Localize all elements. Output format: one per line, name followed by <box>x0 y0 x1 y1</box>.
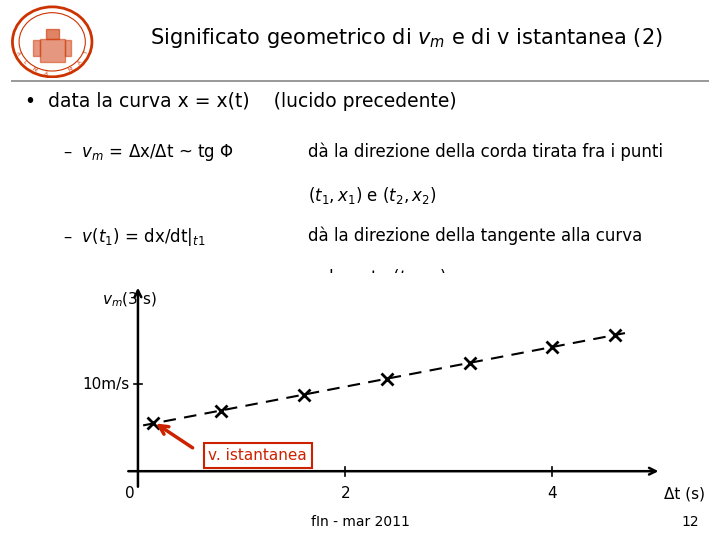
Text: A: A <box>44 71 48 76</box>
Text: 0: 0 <box>125 487 135 502</box>
Text: –  $v_m$ = Δx/Δt ~ tg Φ: – $v_m$ = Δx/Δt ~ tg Φ <box>63 142 234 163</box>
Text: dà la direzione della corda tirata fra i punti: dà la direzione della corda tirata fra i… <box>307 142 662 161</box>
Text: A: A <box>77 59 84 65</box>
Text: fIn - mar 2011: fIn - mar 2011 <box>310 516 410 529</box>
Text: Δt (s): Δt (s) <box>665 487 706 502</box>
Text: nel punto $(t_1,x_1)$: nel punto $(t_1,x_1)$ <box>307 267 446 289</box>
Text: $(t_1,x_1)$ e $(t_2,x_2)$: $(t_1,x_1)$ e $(t_2,x_2)$ <box>307 185 436 206</box>
Bar <box>65 40 71 56</box>
Text: L: L <box>22 60 27 65</box>
Text: v. istantanea: v. istantanea <box>208 448 307 463</box>
Bar <box>40 39 65 62</box>
Text: T: T <box>84 50 89 55</box>
Text: 2: 2 <box>341 487 350 502</box>
Text: 4: 4 <box>548 487 557 502</box>
Text: 10m/s: 10m/s <box>82 377 130 392</box>
Text: dà la direzione della tangente alla curva: dà la direzione della tangente alla curv… <box>307 226 642 245</box>
Text: M: M <box>31 66 37 73</box>
Text: Significato geometrico di $v_m$ e di v istantanea (2): Significato geometrico di $v_m$ e di v i… <box>150 25 663 50</box>
Bar <box>33 40 40 56</box>
Text: –  $v(t_1)$ = dx/dt$|_{t1}$: – $v(t_1)$ = dx/dt$|_{t1}$ <box>63 226 206 248</box>
Text: 12: 12 <box>681 516 698 529</box>
Bar <box>45 29 59 39</box>
Text: M: M <box>67 66 73 73</box>
Text: A: A <box>15 50 21 56</box>
Text: $v_m$(3 s): $v_m$(3 s) <box>102 291 156 309</box>
Text: •  data la curva x = x(t)    (lucido precedente): • data la curva x = x(t) (lucido precede… <box>25 92 456 111</box>
